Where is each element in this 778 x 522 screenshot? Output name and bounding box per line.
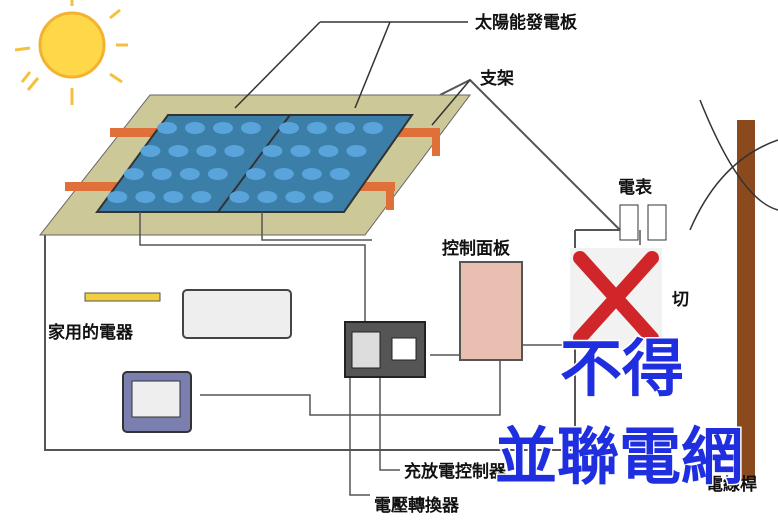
power-line (689, 99, 778, 231)
panel-cell (107, 191, 128, 203)
wiring (139, 212, 641, 496)
panel-cell (301, 168, 322, 180)
sun (14, 0, 128, 105)
label-solar-panel: 太陽能發電板 (475, 12, 578, 33)
overlay-line2: 並聯電網 (495, 420, 743, 493)
solar-panels (95, 114, 414, 213)
panel-cell (240, 122, 261, 134)
panel-cell (156, 122, 177, 134)
overlay-line1: 不得 (560, 332, 684, 405)
label-charge-controller: 充放電控制器 (404, 461, 507, 482)
panel-cell (123, 168, 144, 180)
panel-cell (346, 145, 367, 157)
panel-cell (329, 168, 350, 180)
tv-screen (131, 380, 181, 418)
panel-cell (306, 122, 327, 134)
control-panel-box (459, 261, 523, 361)
panel-cell (318, 145, 339, 157)
utility-pole (737, 120, 755, 480)
lamp (84, 292, 161, 302)
inverter-box (391, 337, 417, 361)
panel-cell (168, 145, 189, 157)
panel-cells (107, 122, 383, 203)
panel-cell (273, 168, 294, 180)
panel-cell (362, 122, 383, 134)
meter-box (647, 204, 667, 241)
label-inverter: 電壓轉換器 (374, 495, 460, 516)
panel-cell (245, 168, 266, 180)
panel-cell (163, 191, 184, 203)
label-switch: 切 (672, 290, 689, 310)
panel-cell (290, 145, 311, 157)
panel-cell (191, 191, 212, 203)
panel-cell (257, 191, 278, 203)
meter-box (619, 204, 639, 241)
label-pole: 電線桿 (706, 474, 757, 495)
label-meter: 電表 (618, 177, 653, 198)
label-appliances: 家用的電器 (48, 322, 134, 343)
panel-cell (135, 191, 156, 203)
panel-cell (229, 191, 250, 203)
panel-cell (285, 191, 306, 203)
panel-cell (224, 145, 245, 157)
panel-cell (196, 145, 217, 157)
panel-cell (151, 168, 172, 180)
air-conditioner (182, 289, 292, 339)
panel-cell (212, 122, 233, 134)
panel-cell (140, 145, 161, 157)
panel-cell (313, 191, 334, 203)
panel-cell (179, 168, 200, 180)
leader-lines (234, 21, 471, 126)
panel-cell (334, 122, 355, 134)
inverter-box (351, 331, 381, 369)
label-bracket: 支架 (480, 68, 514, 89)
panel-cell (207, 168, 228, 180)
label-control-panel: 控制面板 (442, 238, 511, 259)
panel-cell (262, 145, 283, 157)
panel-cell (184, 122, 205, 134)
red-x (573, 251, 659, 345)
panel-cell (278, 122, 299, 134)
